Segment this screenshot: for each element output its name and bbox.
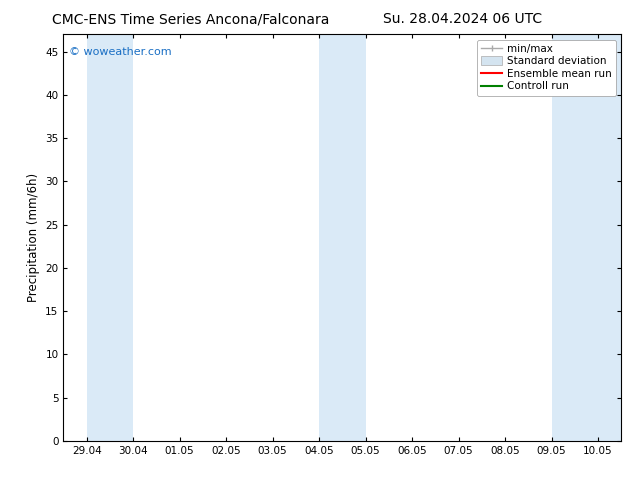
Y-axis label: Precipitation (mm/6h): Precipitation (mm/6h) [27,173,40,302]
Text: CMC-ENS Time Series Ancona/Falconara: CMC-ENS Time Series Ancona/Falconara [51,12,329,26]
Bar [87,34,133,441]
Text: Su. 28.04.2024 06 UTC: Su. 28.04.2024 06 UTC [384,12,542,26]
Bar [319,34,366,441]
Text: © woweather.com: © woweather.com [69,47,172,56]
Legend: min/max, Standard deviation, Ensemble mean run, Controll run: min/max, Standard deviation, Ensemble me… [477,40,616,96]
Bar [552,34,621,441]
